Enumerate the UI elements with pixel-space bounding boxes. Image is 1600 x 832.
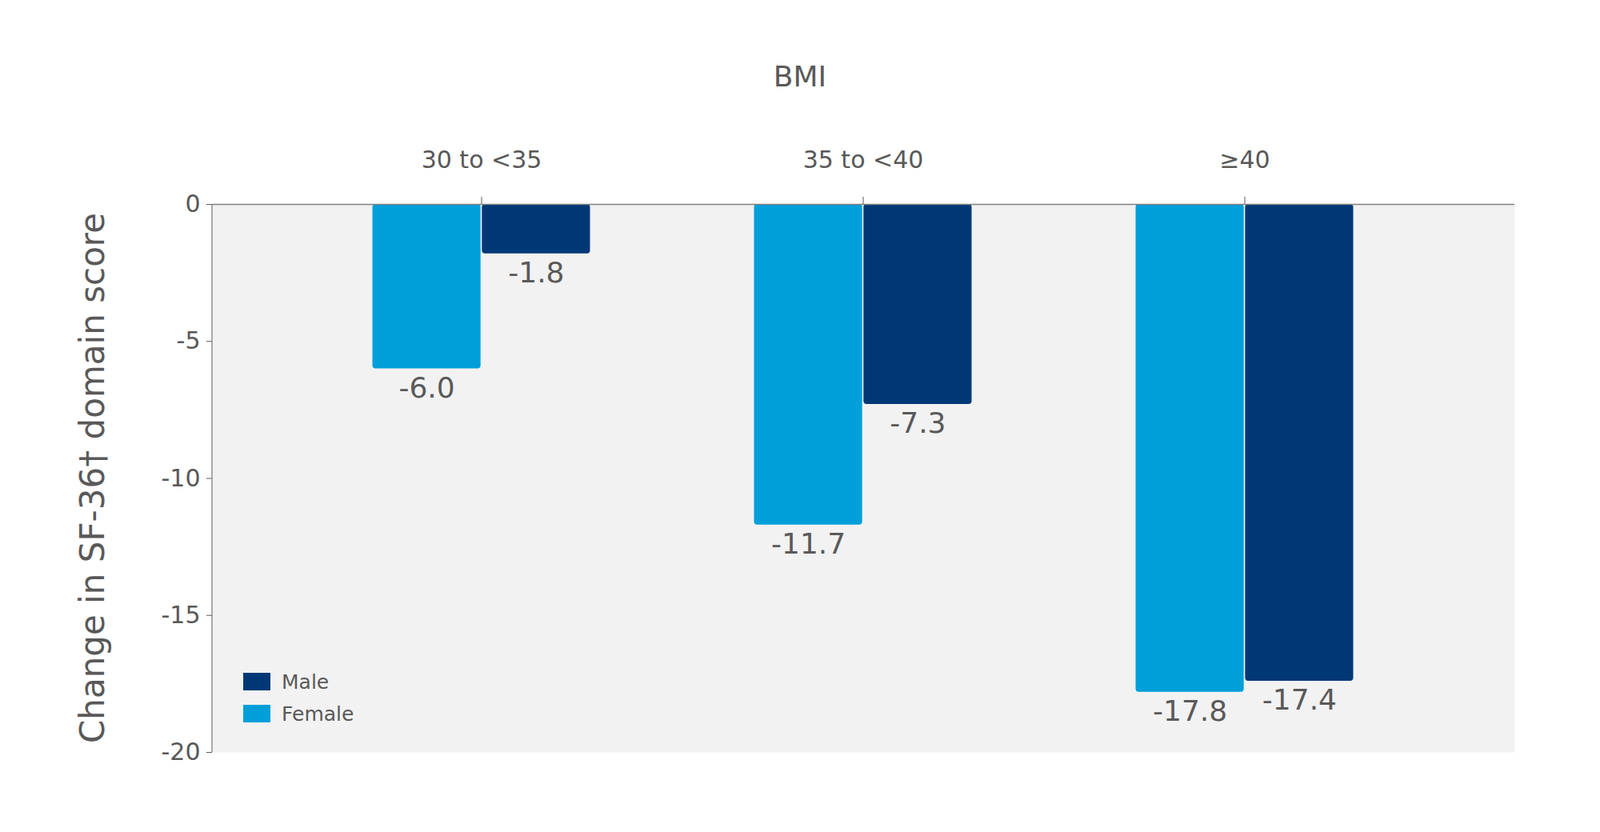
svg-text:-11.7: -11.7 — [771, 527, 846, 560]
svg-text:0: 0 — [184, 189, 200, 218]
svg-text:-7.3: -7.3 — [889, 406, 946, 440]
svg-text:-10: -10 — [161, 464, 201, 492]
svg-text:-17.8: -17.8 — [1152, 694, 1228, 728]
html-text:Male: Male — [281, 670, 329, 694]
svg-text:35 to <40: 35 to <40 — [803, 145, 924, 174]
html-text:BMI: BMI — [773, 60, 827, 93]
svg-text:-5: -5 — [176, 326, 201, 355]
svg-text:-6.0: -6.0 — [398, 371, 455, 404]
svg-text:-15: -15 — [161, 600, 201, 629]
svg-text:≥40: ≥40 — [1219, 145, 1270, 174]
svg-text:-17.4: -17.4 — [1262, 683, 1337, 716]
svg-text:-1.8: -1.8 — [508, 256, 564, 289]
svg-text:-20: -20 — [161, 737, 201, 766]
html-text:Female: Female — [281, 702, 354, 726]
svg-text:30 to <35: 30 to <35 — [421, 145, 543, 174]
svg-text:Change in SF-36† domain score: Change in SF-36† domain score — [72, 212, 112, 744]
